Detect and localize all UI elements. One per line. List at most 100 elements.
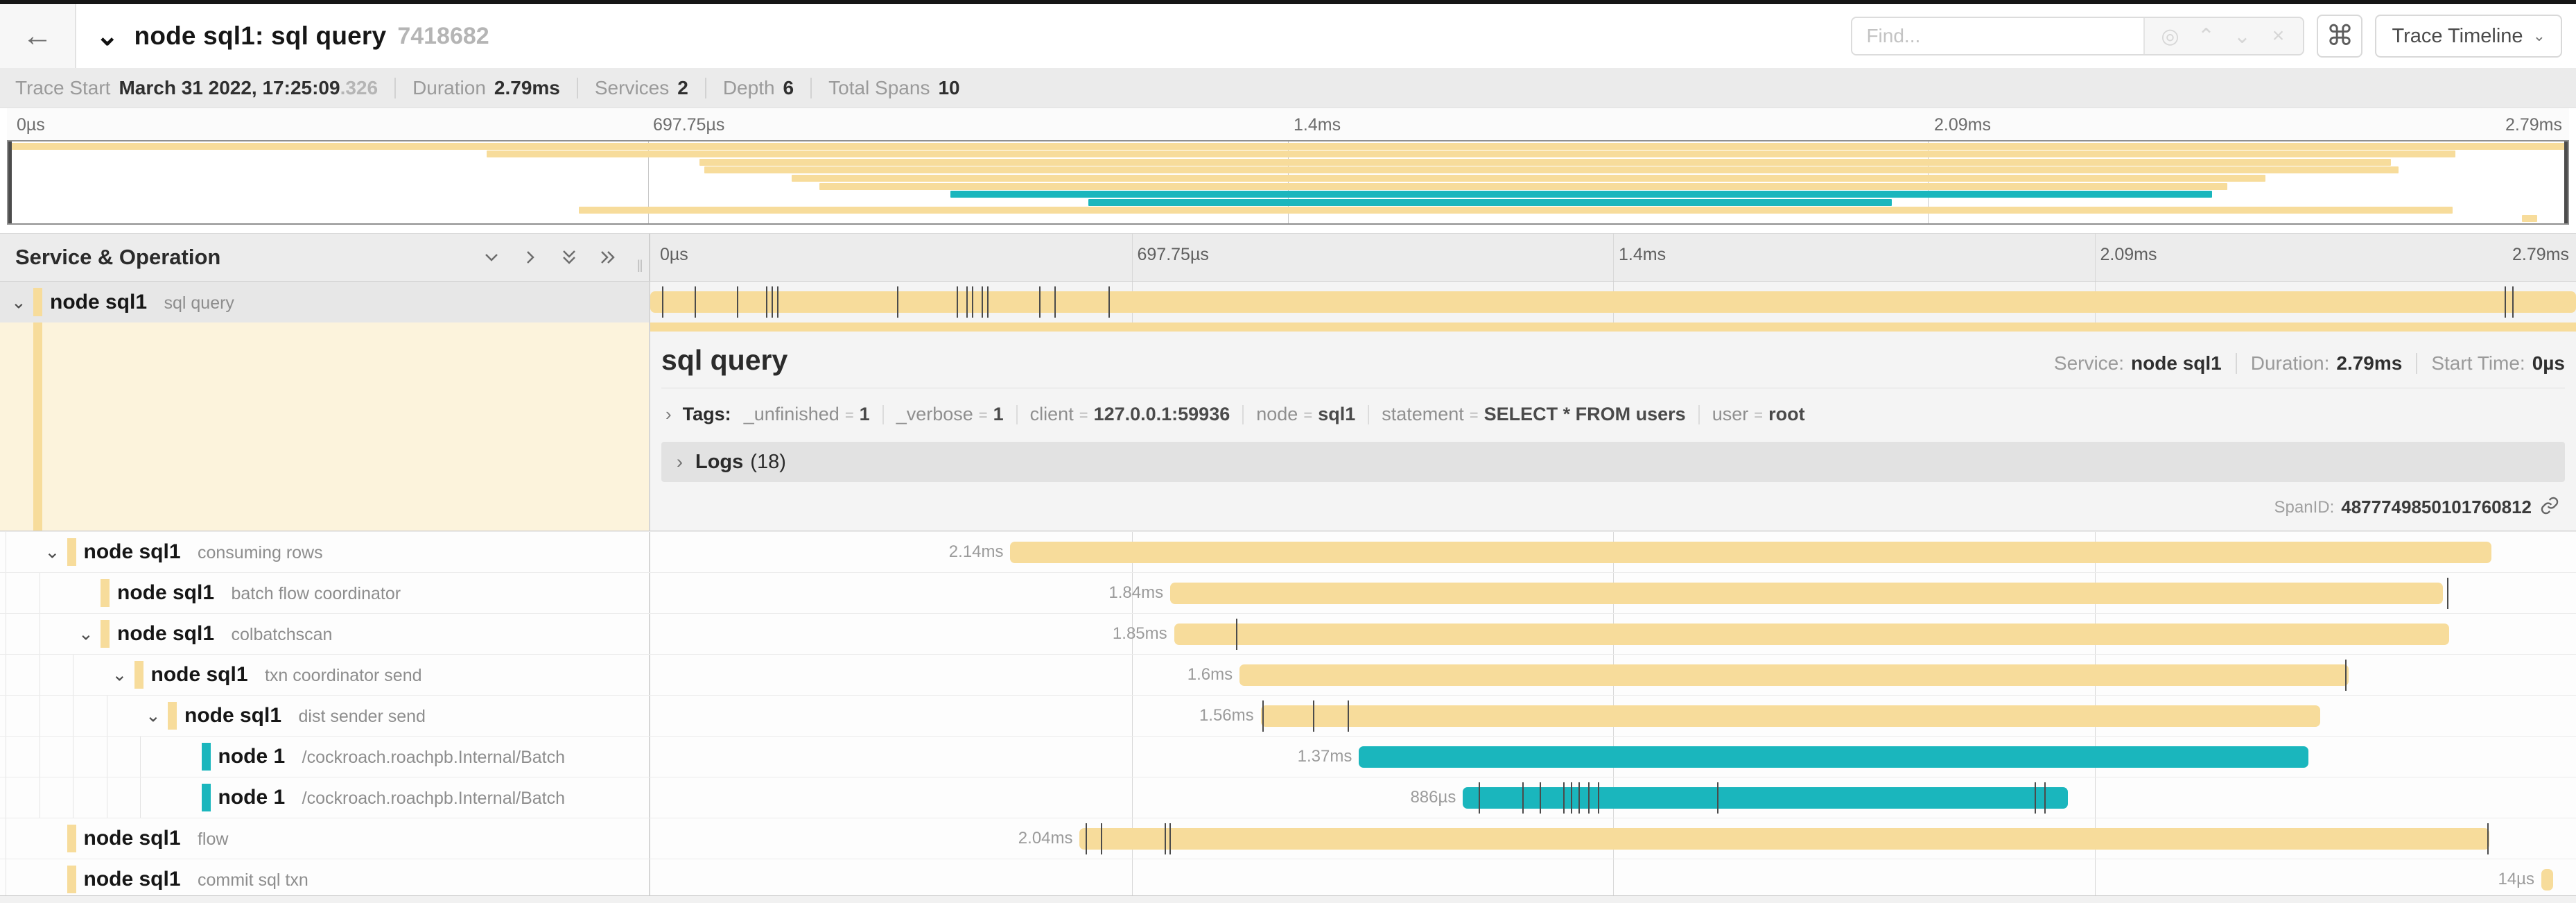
log-marker[interactable]	[981, 286, 983, 318]
find-input[interactable]	[1852, 18, 2144, 54]
span-bar-cell[interactable]: 2.14ms	[650, 532, 2576, 572]
log-marker[interactable]	[777, 286, 779, 318]
log-marker[interactable]	[966, 286, 968, 318]
service-operation-title: Service & Operation	[15, 245, 221, 269]
log-marker[interactable]	[1312, 700, 1314, 732]
span-bar-cell[interactable]: 1.85ms	[650, 614, 2576, 654]
focus-match-icon[interactable]: ◎	[2161, 24, 2179, 48]
span-name-cell[interactable]: ⌄ node sql1 colbatchscan	[0, 614, 650, 654]
span-name-cell[interactable]: node sql1 commit sql txn	[0, 859, 650, 895]
span-bar-cell[interactable]: 1.37ms	[650, 737, 2576, 777]
log-marker[interactable]	[1101, 823, 1103, 854]
log-marker[interactable]	[694, 286, 696, 318]
trace-title-area[interactable]: ⌄ node sql1: sql query 7418682	[76, 20, 489, 52]
expand-one-icon[interactable]	[520, 247, 541, 268]
span-bar[interactable]	[1260, 705, 2320, 727]
log-marker[interactable]	[896, 286, 898, 318]
span-bar[interactable]	[1463, 787, 2068, 809]
span-bar[interactable]	[650, 291, 2576, 313]
span-bar-cell[interactable]: 886µs	[650, 777, 2576, 818]
span-bar-cell[interactable]: 1.56ms	[650, 696, 2576, 736]
view-selector-button[interactable]: Trace Timeline ⌄	[2375, 15, 2562, 58]
span-bar-cell[interactable]: 1.84ms	[650, 573, 2576, 613]
chevron-down-icon[interactable]: ⌄	[11, 291, 26, 312]
chevron-down-icon[interactable]: ⌄	[112, 664, 128, 685]
log-marker[interactable]	[2344, 660, 2347, 691]
span-name-cell[interactable]: ⌄ node sql1 sql query	[0, 282, 650, 322]
viewport-drag-handle[interactable]	[2564, 141, 2568, 223]
log-marker[interactable]	[1570, 782, 1572, 814]
span-name-cell[interactable]: node sql1 batch flow coordinator	[0, 573, 650, 613]
chevron-down-icon[interactable]: ⌄	[146, 705, 161, 726]
tags-row[interactable]: › Tags: _unfinished = 1 _verbose = 1 cli…	[661, 404, 2565, 425]
horizontal-scrollbar[interactable]	[0, 895, 2576, 903]
log-marker[interactable]	[1717, 782, 1718, 814]
span-bar[interactable]	[1359, 746, 2308, 768]
log-marker[interactable]	[765, 286, 767, 318]
log-marker[interactable]	[2446, 578, 2448, 609]
column-resize-grip[interactable]: ‖	[636, 257, 645, 276]
log-marker[interactable]	[1054, 286, 1056, 318]
log-marker[interactable]	[1578, 782, 1580, 814]
log-marker[interactable]	[772, 286, 773, 318]
log-marker[interactable]	[2487, 823, 2489, 854]
chevron-down-icon[interactable]: ⌄	[78, 623, 94, 644]
log-marker[interactable]	[1164, 823, 1166, 854]
span-bar[interactable]	[2541, 869, 2553, 891]
clear-find-icon[interactable]: ×	[2272, 24, 2285, 47]
back-button[interactable]: ←	[0, 4, 76, 68]
log-marker[interactable]	[1587, 782, 1590, 814]
log-marker[interactable]	[1169, 823, 1171, 854]
span-name-cell[interactable]: node sql1 flow	[0, 818, 650, 859]
span-bar[interactable]	[1170, 583, 2444, 604]
span-bar-cell[interactable]	[650, 282, 2576, 322]
prev-match-icon[interactable]: ⌃	[2197, 24, 2216, 48]
log-marker[interactable]	[971, 286, 973, 318]
log-marker[interactable]	[987, 286, 989, 318]
log-marker[interactable]	[1522, 782, 1524, 814]
log-marker[interactable]	[661, 286, 663, 318]
log-marker[interactable]	[1039, 286, 1041, 318]
log-marker[interactable]	[1235, 619, 1237, 650]
span-bar-cell[interactable]: 14µs	[650, 859, 2576, 895]
log-marker[interactable]	[2044, 782, 2046, 814]
span-bar[interactable]	[1010, 542, 2491, 563]
span-name-cell[interactable]: node 1 /cockroach.roachpb.Internal/Batch	[0, 777, 650, 818]
axis-tick-label: 697.75µs	[1137, 245, 1209, 264]
span-bar[interactable]	[1239, 664, 2349, 686]
expand-all-icon[interactable]	[598, 247, 618, 268]
viewport-drag-handle[interactable]	[8, 141, 12, 223]
span-bar[interactable]	[650, 322, 2576, 332]
log-marker[interactable]	[1108, 286, 1111, 318]
collapse-one-icon[interactable]	[481, 247, 502, 268]
log-marker[interactable]	[1478, 782, 1480, 814]
span-name-cell[interactable]: ⌄ node sql1 consuming rows	[0, 532, 650, 572]
log-marker[interactable]	[1540, 782, 1542, 814]
log-marker[interactable]	[1085, 823, 1087, 854]
timeline-minimap[interactable]	[7, 140, 2569, 225]
log-marker[interactable]	[2035, 782, 2037, 814]
span-name-cell[interactable]: ⌄ node sql1 txn coordinator send	[0, 655, 650, 695]
log-marker[interactable]	[737, 286, 738, 318]
log-marker[interactable]	[1262, 700, 1264, 732]
span-bar[interactable]	[1079, 828, 2489, 850]
collapse-all-icon[interactable]	[559, 247, 580, 268]
span-bar-cell[interactable]: 1.6ms	[650, 655, 2576, 695]
log-marker[interactable]	[1347, 700, 1349, 732]
log-marker[interactable]	[956, 286, 958, 318]
span-bar-cell[interactable]: 2.04ms	[650, 818, 2576, 859]
log-marker[interactable]	[1563, 782, 1565, 814]
span-name-cell[interactable]: node 1 /cockroach.roachpb.Internal/Batch	[0, 737, 650, 777]
span-name-cell[interactable]: ⌄ node sql1 dist sender send	[0, 696, 650, 736]
chevron-down-icon[interactable]: ⌄	[96, 21, 119, 51]
next-match-icon[interactable]: ⌄	[2233, 24, 2252, 48]
log-marker[interactable]	[1597, 782, 1599, 814]
keyboard-shortcuts-button[interactable]: ⌘	[2317, 15, 2363, 58]
chevron-down-icon[interactable]: ⌄	[44, 541, 60, 562]
stat-label: Total Spans	[828, 76, 930, 98]
span-bar[interactable]	[1174, 624, 2449, 645]
log-marker[interactable]	[2512, 286, 2514, 318]
logs-row[interactable]: › Logs (18)	[661, 442, 2565, 482]
link-icon[interactable]	[2540, 496, 2559, 519]
log-marker[interactable]	[2505, 286, 2507, 318]
